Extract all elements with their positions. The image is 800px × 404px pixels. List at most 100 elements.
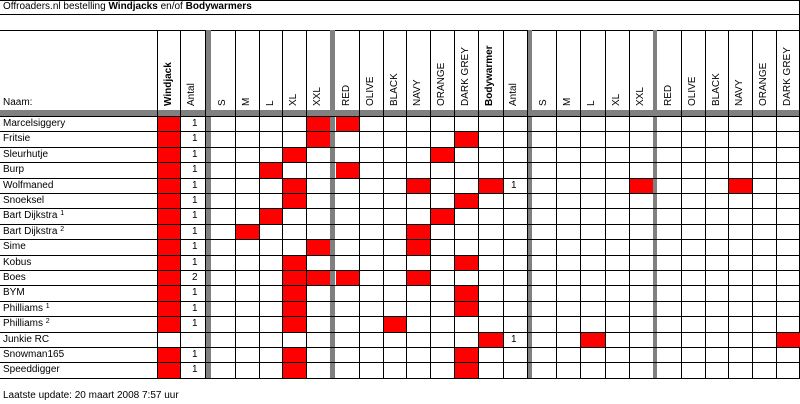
size-header-m: M — [240, 97, 252, 106]
windjack-size-marker — [283, 147, 307, 163]
column-separator — [205, 30, 211, 378]
header-separator — [0, 110, 800, 116]
grid-line-h — [0, 301, 800, 302]
title-bodywarmers: Bodywarmers — [185, 1, 252, 12]
grid-line-h — [0, 316, 800, 317]
windjack-size-marker — [283, 178, 307, 193]
bw-color-header-orange: ORANGE — [758, 62, 770, 106]
row-name: Sime — [3, 241, 26, 253]
windjack-marker — [158, 147, 180, 163]
aantal-column-header: Antal — [186, 83, 197, 106]
windjack-color-marker — [336, 117, 359, 132]
windjack-size-marker — [283, 286, 307, 301]
grid-line-h — [0, 131, 800, 132]
grid-line-v — [359, 30, 360, 378]
row-name: Bart Dijkstra 1 — [3, 210, 65, 222]
title-windjacks: Windjacks — [108, 1, 158, 12]
windjack-marker — [158, 255, 180, 270]
column-separator — [653, 30, 657, 378]
windjack-color-marker — [455, 194, 478, 209]
header-top-border — [0, 30, 800, 31]
windjack-marker — [158, 117, 180, 132]
windjack-marker — [158, 240, 180, 255]
size-header-xxl: XXL — [312, 87, 324, 106]
windjack-qty: 1 — [192, 210, 198, 222]
grid-line-h — [0, 285, 800, 286]
row-name-footnote: 1 — [45, 302, 50, 310]
bodywarmer-qty: 1 — [511, 333, 517, 345]
grid-line-h — [0, 255, 800, 256]
grid-line-h — [0, 347, 800, 348]
grid-line-v — [383, 30, 384, 378]
aantal-bw-column-header: Antal — [508, 83, 519, 106]
bw-color-header-dark-grey: DARK GREY — [782, 47, 793, 106]
windjack-qty: 1 — [192, 148, 198, 160]
grid-line-v — [157, 30, 158, 378]
windjack-color-marker — [407, 178, 431, 193]
windjack-size-marker — [307, 117, 330, 132]
grid-line-h — [0, 332, 800, 333]
bw-size-header-xl: XL — [610, 93, 622, 106]
row-name: Fritsie — [3, 133, 31, 145]
row-name: Snowman165 — [3, 349, 65, 360]
size-header-s: S — [217, 99, 228, 106]
row-name: Philliams 1 — [3, 302, 50, 314]
column-separator — [527, 30, 532, 378]
grid-line-v — [454, 30, 455, 378]
windjack-size-marker — [283, 348, 307, 363]
grid-line-v — [629, 30, 630, 378]
windjack-color-marker — [336, 271, 359, 286]
windjack-size-marker — [307, 240, 330, 255]
grid-line-h — [0, 178, 800, 179]
row-name: Philliams 2 — [3, 318, 50, 330]
windjack-color-marker — [407, 271, 431, 286]
row-name-footnote: 1 — [60, 210, 65, 218]
windjack-qty: 1 — [192, 364, 198, 376]
grid-line-v — [681, 30, 682, 378]
windjack-marker — [158, 301, 180, 317]
grid-line-v — [478, 30, 479, 378]
bodywarmer-marker — [479, 332, 503, 347]
bodywarmer-color-marker — [777, 332, 800, 347]
bw-color-header-navy: NAVY — [734, 79, 746, 107]
bodywarmer-size-marker — [581, 332, 605, 347]
windjack-size-marker — [259, 209, 283, 224]
color-header-orange: ORANGE — [436, 62, 448, 106]
windjack-size-marker — [283, 271, 307, 286]
grid-line-v — [503, 30, 504, 378]
windjack-marker — [158, 178, 180, 193]
bw-size-header-xxl: XXL — [634, 87, 646, 106]
grid-line-h — [0, 224, 800, 225]
windjack-qty: 1 — [192, 318, 198, 330]
windjack-color-marker — [455, 363, 478, 378]
windjack-size-marker — [259, 163, 283, 178]
sheet-title: Offroaders.nl bestelling Windjacks en/of… — [3, 1, 252, 13]
size-header-xl: XL — [288, 93, 300, 106]
windjack-size-marker — [235, 224, 259, 240]
windjack-qty: 1 — [192, 179, 198, 191]
windjack-color-marker — [455, 132, 478, 147]
grid-line-h — [0, 378, 800, 379]
row-name: Burp — [3, 164, 25, 176]
grid-line-v — [580, 30, 581, 378]
row-name: Wolfmaned — [3, 179, 54, 191]
bw-size-header-m: M — [562, 97, 574, 106]
bodywarmer-qty: 1 — [511, 179, 517, 191]
grid-line-v — [752, 30, 753, 378]
windjack-size-marker — [283, 301, 307, 317]
bw-color-header-black: BLACK — [710, 73, 722, 106]
title-prefix: Offroaders.nl bestelling — [3, 1, 109, 12]
row-name: Boes — [3, 272, 26, 283]
windjack-size-marker — [307, 132, 330, 147]
windjack-color-marker — [336, 163, 359, 178]
windjack-marker — [158, 194, 180, 209]
grid-line-h — [0, 116, 800, 117]
row-name-footnote: 2 — [60, 225, 65, 233]
grid-line-h — [0, 362, 800, 363]
windjack-color-marker — [455, 255, 478, 270]
windjack-size-marker — [283, 317, 307, 332]
color-header-olive: OLIVE — [364, 76, 376, 106]
row-name: Kobus — [3, 256, 32, 268]
grid-line-h — [0, 147, 800, 148]
